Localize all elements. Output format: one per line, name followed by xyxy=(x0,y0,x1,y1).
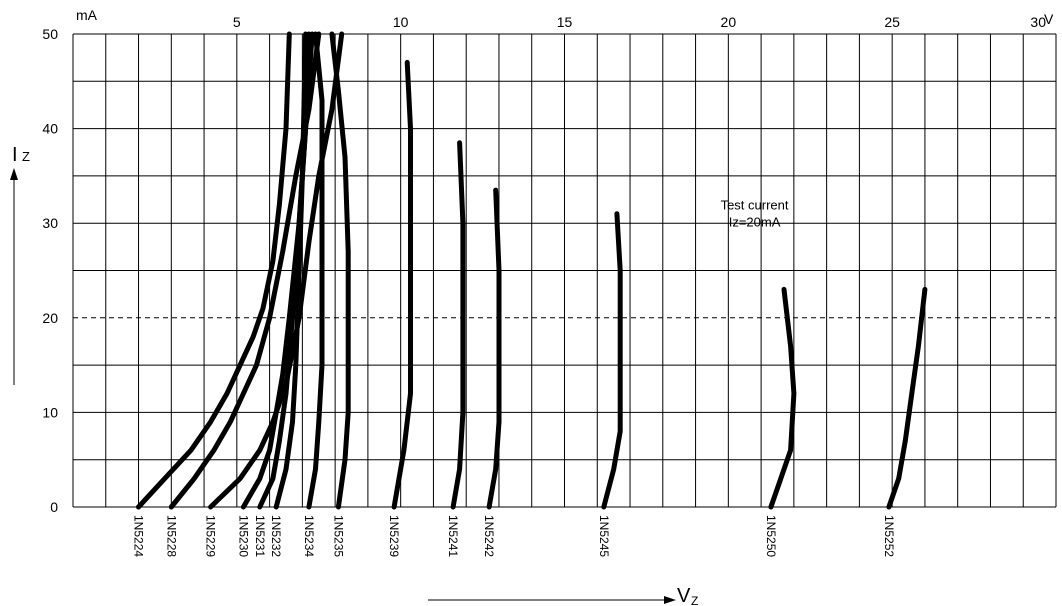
part-label: 1N5229 xyxy=(204,515,218,557)
x-tick-label: 20 xyxy=(721,14,737,30)
x-axis-title-main: V xyxy=(677,585,691,606)
x-tick-label: 5 xyxy=(233,14,241,30)
x-axis-arrow-icon xyxy=(664,596,676,604)
y-tick-label: 0 xyxy=(50,499,58,515)
label-group: 0 10 20 30 40 50 5 10 15 20 25 30 1N5224 1N5228 1N5229… xyxy=(42,14,1046,557)
part-label: 1N5228 xyxy=(164,515,178,557)
y-axis-title-main: I xyxy=(12,144,18,166)
curve-1n5242 xyxy=(486,187,502,510)
y-axis-title: I Z xyxy=(10,144,30,385)
x-axis-title: V Z xyxy=(428,585,698,606)
x-tick-label: 30 xyxy=(1030,14,1046,30)
x-axis-title-sub: Z xyxy=(691,594,698,606)
part-label: 1N5231 xyxy=(253,515,267,557)
curve-group xyxy=(136,31,928,510)
annotation-line-2: Iz=20mA xyxy=(729,214,781,229)
curve-1n5234 xyxy=(306,31,325,510)
y-unit-label: mA xyxy=(76,7,98,23)
curve-1n5241 xyxy=(450,140,466,510)
curve-1n5224 xyxy=(136,31,292,510)
x-tick-label: 15 xyxy=(557,14,573,30)
y-tick-label: 50 xyxy=(42,26,58,42)
part-label: 1N5235 xyxy=(331,515,345,557)
y-tick-label: 10 xyxy=(42,404,58,420)
y-axis-arrow-icon xyxy=(10,168,18,180)
y-tick-label: 30 xyxy=(42,215,58,231)
curve-1n5235 xyxy=(329,31,351,510)
part-label: 1N5230 xyxy=(236,515,250,557)
curve-1n5245 xyxy=(601,211,623,510)
annotation-line-1: Test current xyxy=(721,197,789,212)
part-label: 1N5242 xyxy=(482,515,496,557)
y-tick-label: 40 xyxy=(42,121,58,137)
part-label: 1N5252 xyxy=(882,515,896,557)
part-label: 1N5245 xyxy=(597,515,611,557)
part-label: 1N5239 xyxy=(387,515,401,557)
x-tick-label: 10 xyxy=(393,14,409,30)
x-unit-label: V xyxy=(1044,11,1054,27)
part-label: 1N5232 xyxy=(269,515,283,557)
curve-1n5239 xyxy=(391,59,413,510)
y-axis-title-sub: Z xyxy=(22,149,30,164)
test-current-annotation: Test current Iz=20mA xyxy=(721,197,789,229)
curve-1n5229 xyxy=(208,31,345,510)
curve-1n5228 xyxy=(168,31,322,510)
part-label: 1N5241 xyxy=(446,515,460,557)
part-label: 1N5250 xyxy=(764,515,778,557)
curve-1n5252 xyxy=(886,286,928,510)
curve-1n5232 xyxy=(273,31,309,510)
x-tick-label: 25 xyxy=(884,14,900,30)
part-label: 1N5234 xyxy=(302,515,316,557)
curve-1n5250 xyxy=(768,286,797,510)
part-label: 1N5224 xyxy=(132,515,146,557)
y-tick-label: 20 xyxy=(42,310,58,326)
